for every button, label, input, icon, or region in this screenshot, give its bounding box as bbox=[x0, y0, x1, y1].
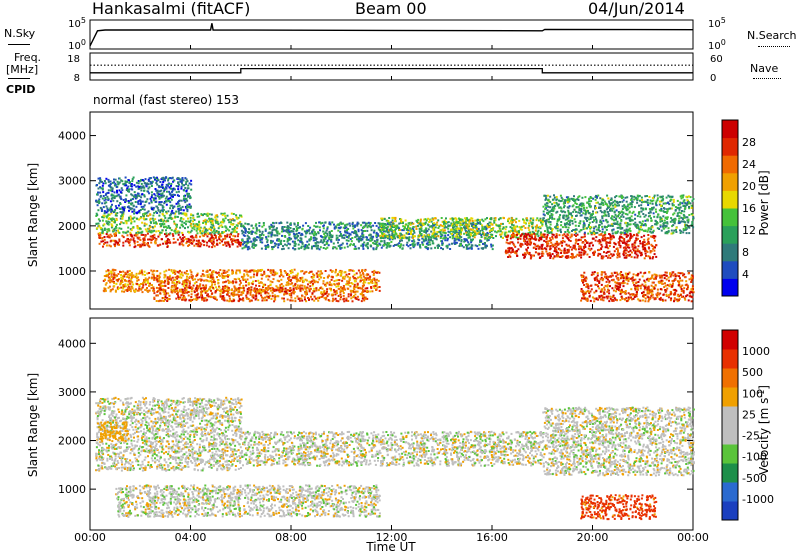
freq-unit-label: [MHz] bbox=[6, 63, 39, 76]
nsearch-label: N.Search bbox=[747, 29, 797, 42]
velocity-y-tick-label: 1000 bbox=[58, 483, 86, 496]
velocity-colorbar-swatch bbox=[722, 406, 738, 426]
nsky-legend-line bbox=[8, 44, 30, 45]
freq-series bbox=[90, 64, 693, 74]
velocity-scatter bbox=[95, 396, 695, 521]
velocity-y-tick-label: 2000 bbox=[58, 435, 86, 448]
nsearch-legend-line bbox=[758, 46, 790, 47]
velocity-y-axis-title: Slant Range [km] bbox=[26, 373, 40, 477]
x-tick-label: 12:00 bbox=[376, 531, 408, 544]
nsky-label: N.Sky bbox=[4, 27, 36, 40]
x-tick-label: 20:00 bbox=[577, 531, 609, 544]
power-colorbar-tick-label: 24 bbox=[742, 158, 756, 171]
velocity-y-tick-label: 3000 bbox=[58, 386, 86, 399]
velocity-colorbar-tick-label: 100 bbox=[742, 387, 763, 400]
velocity-colorbar-swatch bbox=[722, 330, 738, 350]
power-colorbar-swatch bbox=[722, 190, 738, 209]
freq-tick-high: 18 bbox=[67, 54, 80, 65]
nsky-series bbox=[89, 23, 694, 47]
velocity-colorbar-tick-label: 1000 bbox=[742, 345, 770, 358]
noise-tick-left-low: 100 bbox=[68, 38, 86, 52]
power-colorbar-tick-label: 4 bbox=[742, 268, 749, 281]
x-tick-label: 04:00 bbox=[175, 531, 207, 544]
freq-legend-line bbox=[8, 78, 30, 79]
power-colorbar-tick-label: 16 bbox=[742, 202, 756, 215]
freq-tick-low: 8 bbox=[74, 73, 80, 84]
power-y-tick-label: 2000 bbox=[58, 220, 86, 233]
power-y-axis-title: Slant Range [km] bbox=[26, 163, 40, 267]
power-scatter bbox=[95, 176, 695, 303]
power-y-tick-label: 3000 bbox=[58, 175, 86, 188]
noise-tick-left-high: 105 bbox=[68, 16, 86, 30]
power-colorbar-swatch bbox=[722, 120, 738, 139]
station-title: Hankasalmi (fitACF) bbox=[92, 0, 251, 18]
power-colorbar-tick-label: 28 bbox=[742, 136, 756, 149]
power-colorbar-title: Power [dB] bbox=[757, 170, 771, 235]
beam-title: Beam 00 bbox=[355, 0, 427, 18]
velocity-colorbar-tick-label: -25 bbox=[742, 430, 760, 443]
power-colorbar-swatch bbox=[722, 278, 738, 297]
power-colorbar-tick-label: 20 bbox=[742, 180, 756, 193]
power-colorbar-swatch bbox=[722, 137, 738, 156]
power-colorbar: 28 24 20 16 12 8 4 bbox=[721, 119, 756, 297]
power-colorbar-swatch bbox=[722, 172, 738, 191]
noise-panel-frame bbox=[89, 19, 694, 50]
x-tick-label: 00:00 bbox=[677, 531, 709, 544]
freq-label: Freq. bbox=[14, 51, 42, 64]
velocity-colorbar-swatch bbox=[722, 387, 738, 407]
power-colorbar-swatch bbox=[722, 225, 738, 244]
velocity-colorbar-tick-label: -100 bbox=[742, 451, 767, 464]
x-axis-title: Time UT bbox=[365, 540, 416, 554]
nsky-line bbox=[89, 23, 694, 47]
date-title: 04/Jun/2014 bbox=[588, 0, 685, 18]
velocity-colorbar-tick-label: -500 bbox=[742, 472, 767, 485]
nave-tick-low: 0 bbox=[710, 73, 716, 84]
nave-legend-line bbox=[753, 78, 781, 79]
noise-tick-right-low: 100 bbox=[708, 38, 726, 52]
nave-tick-high: 60 bbox=[710, 54, 723, 65]
velocity-colorbar-swatch bbox=[722, 444, 738, 464]
velocity-colorbar-swatch bbox=[722, 482, 738, 502]
power-y-tick-label: 1000 bbox=[58, 265, 86, 278]
velocity-colorbar-swatch bbox=[722, 368, 738, 388]
power-colorbar-swatch bbox=[722, 208, 738, 227]
x-tick-label: 00:00 bbox=[74, 531, 106, 544]
velocity-colorbar-tick-label: -1000 bbox=[742, 493, 774, 506]
power-colorbar-swatch bbox=[722, 260, 738, 279]
velocity-colorbar-tick-label: 25 bbox=[742, 408, 756, 421]
velocity-colorbar-tick-label: 500 bbox=[742, 366, 763, 379]
cpid-text: normal (fast stereo) 153 bbox=[93, 93, 240, 107]
x-tick-label: 16:00 bbox=[476, 531, 508, 544]
velocity-y-tick-label: 4000 bbox=[58, 337, 86, 350]
noise-tick-right-high: 105 bbox=[708, 16, 726, 30]
power-colorbar-swatch bbox=[722, 155, 738, 174]
velocity-colorbar-swatch bbox=[722, 425, 738, 445]
freq-line bbox=[90, 67, 693, 74]
freq-panel-frame bbox=[89, 52, 694, 81]
x-tick-label: 08:00 bbox=[275, 531, 307, 544]
cpid-label: CPID bbox=[6, 83, 36, 96]
velocity-colorbar-title: Velocity [m s-1] bbox=[757, 385, 771, 475]
power-y-tick-label: 4000 bbox=[58, 130, 86, 143]
power-colorbar-swatch bbox=[722, 243, 738, 262]
velocity-colorbar-swatch bbox=[722, 463, 738, 483]
velocity-colorbar-swatch bbox=[722, 349, 738, 369]
velocity-colorbar: 1000 500 100 25 -25 -100 -500 -1000 bbox=[721, 329, 774, 521]
power-colorbar-tick-label: 12 bbox=[742, 224, 756, 237]
power-colorbar-tick-label: 8 bbox=[742, 246, 749, 259]
velocity-colorbar-swatch bbox=[722, 501, 738, 521]
nave-label: Nave bbox=[750, 62, 779, 75]
